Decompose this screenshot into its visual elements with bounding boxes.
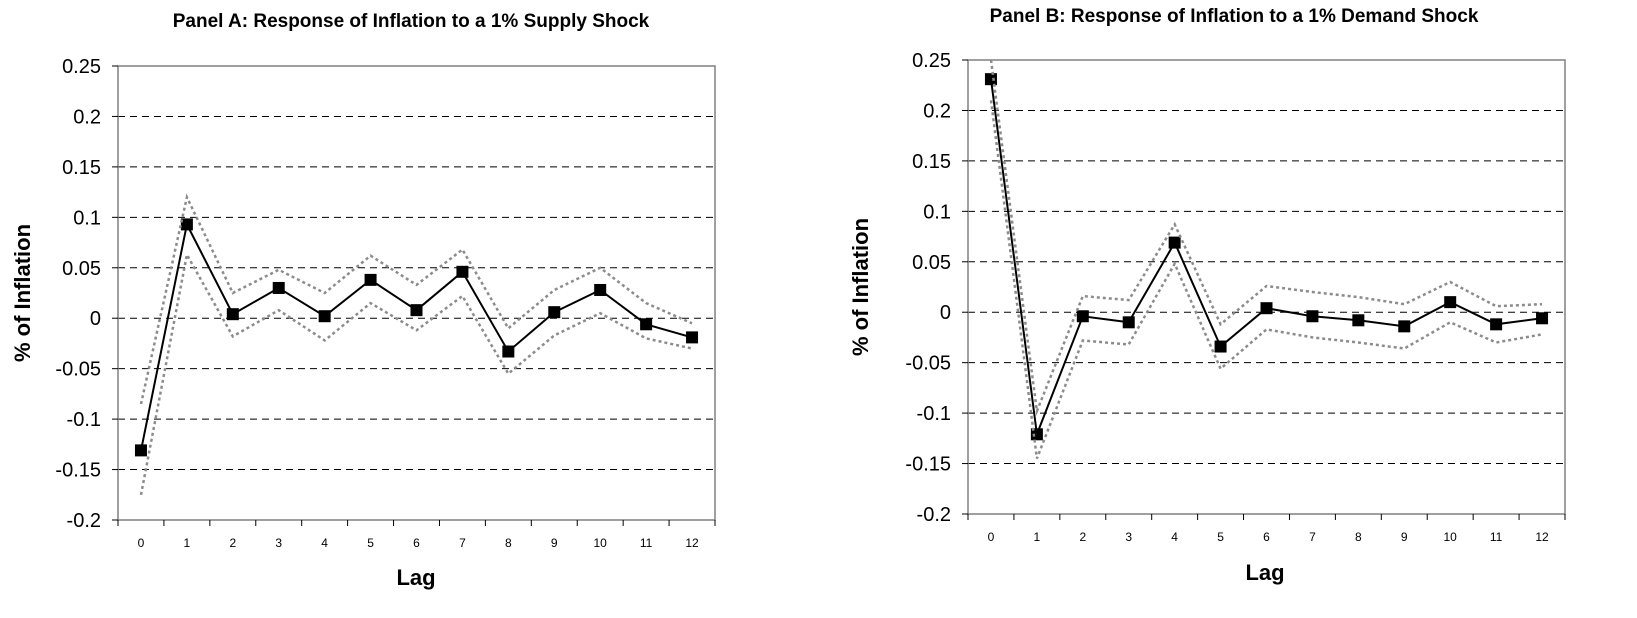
panel-b-ylabel: % of Inflation bbox=[848, 218, 873, 356]
panel-a-ytick-label: 0.25 bbox=[62, 56, 101, 78]
panel-b-response-point bbox=[1444, 296, 1457, 309]
panel-a-response-point bbox=[686, 331, 699, 344]
panel-a-xtick-label: 12 bbox=[685, 536, 699, 550]
panel-a-response-point bbox=[318, 310, 331, 323]
panel-a-response-point bbox=[548, 306, 561, 319]
panel-b-xtick-label: 8 bbox=[1355, 530, 1362, 544]
panel-a-response-point bbox=[134, 444, 147, 457]
panel-a-title: Panel A: Response of Inflation to a 1% S… bbox=[173, 11, 650, 32]
panel-a-xtick-label: 7 bbox=[459, 536, 466, 550]
panel-b-response-point bbox=[1030, 428, 1043, 441]
panel-b-ytick-label: -0.2 bbox=[917, 504, 951, 526]
panel-a-xtick-label: 3 bbox=[275, 536, 282, 550]
panel-b-xtick-label: 9 bbox=[1401, 530, 1408, 544]
panel-a-xtick-label: 2 bbox=[229, 536, 236, 550]
panel-a-ytick-label: 0.15 bbox=[62, 157, 101, 179]
panel-b-ytick-label: 0.25 bbox=[912, 50, 951, 72]
panel-b-xtick-label: 3 bbox=[1125, 530, 1132, 544]
panel-b-response-point bbox=[1398, 320, 1411, 333]
panel-a-ytick-label: 0.2 bbox=[73, 106, 101, 128]
panel-a-upper-band-line bbox=[139, 193, 693, 405]
panel-a-response-point bbox=[594, 283, 607, 296]
panel-b-xtick-label: 12 bbox=[1535, 530, 1549, 544]
panel-b-ytick-label: 0.2 bbox=[923, 100, 951, 122]
panel-b-response-point bbox=[1536, 312, 1549, 325]
panel-b-plot-frame bbox=[967, 59, 1566, 515]
panel-b-xtick-label: 2 bbox=[1079, 530, 1086, 544]
panel-b-response-point bbox=[1214, 340, 1227, 353]
panel-b-response-point bbox=[1122, 316, 1135, 329]
panel-b-response-point bbox=[1076, 310, 1089, 323]
panel-a-ytick-label: 0.1 bbox=[73, 207, 101, 229]
panel-b-title: Panel B: Response of Inflation to a 1% D… bbox=[990, 6, 1479, 27]
panel-a-ytick-label: -0.2 bbox=[67, 510, 101, 532]
panel-b-xtick-label: 4 bbox=[1171, 530, 1178, 544]
panel-a-chart: Panel A: Response of Inflation to a 1% S… bbox=[10, 11, 716, 590]
panel-b-xlabel: Lag bbox=[1245, 560, 1284, 585]
panel-a-xtick-label: 0 bbox=[138, 536, 145, 550]
panel-a-xtick-label: 8 bbox=[505, 536, 512, 550]
panel-b-response-point bbox=[1490, 318, 1503, 331]
panel-b-response-point bbox=[1260, 302, 1273, 315]
panel-a-ytick-label: -0.05 bbox=[55, 359, 101, 381]
panel-b-ytick-label: 0.05 bbox=[912, 252, 951, 274]
panel-a-response-point bbox=[226, 308, 239, 321]
panel-a-response-point bbox=[364, 273, 377, 286]
panel-a-xlabel: Lag bbox=[396, 565, 435, 590]
panel-a-xtick-label: 6 bbox=[413, 536, 420, 550]
panel-a-xtick-label: 11 bbox=[640, 536, 653, 550]
panel-a-ytick-label: 0.05 bbox=[62, 258, 101, 280]
panel-b-ytick-label: -0.15 bbox=[905, 454, 951, 476]
panel-a-response-line bbox=[140, 221, 693, 451]
panel-b-ytick-label: -0.05 bbox=[905, 353, 951, 375]
panel-b-xtick-label: 5 bbox=[1217, 530, 1224, 544]
panel-b-ytick-label: 0 bbox=[940, 302, 951, 324]
panel-a-xtick-label: 5 bbox=[367, 536, 374, 550]
panel-b-chart: Panel B: Response of Inflation to a 1% D… bbox=[848, 6, 1566, 585]
panel-a-response-point bbox=[272, 281, 285, 294]
panel-b-upper-band-line bbox=[989, 59, 1543, 417]
panel-a-ylabel: % of Inflation bbox=[10, 224, 35, 362]
panel-a-lower-band-line bbox=[139, 251, 693, 496]
panel-b-response-point bbox=[1168, 236, 1181, 249]
panel-b-xtick-label: 10 bbox=[1444, 530, 1458, 544]
panel-a-xtick-label: 4 bbox=[321, 536, 328, 550]
panel-a-response-point bbox=[640, 318, 653, 331]
panel-b-xtick-label: 1 bbox=[1034, 530, 1041, 544]
panel-b-response-point bbox=[984, 73, 997, 86]
panel-b-ytick-label: -0.1 bbox=[917, 403, 951, 425]
panel-b-ytick-label: 0.1 bbox=[923, 201, 951, 223]
panel-b-lower-band-line bbox=[989, 100, 1543, 459]
panel-a-response-point bbox=[410, 304, 423, 317]
panel-b-ytick-label: 0.15 bbox=[912, 151, 951, 173]
panel-b-response-point bbox=[1306, 310, 1319, 323]
panel-a-xtick-label: 10 bbox=[594, 536, 608, 550]
panel-a-ytick-label: 0 bbox=[90, 308, 101, 330]
panel-b-xtick-label: 11 bbox=[1490, 530, 1503, 544]
panel-b-response-point bbox=[1352, 314, 1365, 327]
panel-b-xtick-label: 6 bbox=[1263, 530, 1270, 544]
panel-b-xtick-label: 7 bbox=[1309, 530, 1316, 544]
panel-a-ytick-label: -0.1 bbox=[67, 409, 101, 431]
panel-b-response-line bbox=[990, 79, 1543, 435]
panel-a-plot-frame bbox=[117, 65, 716, 521]
panel-a-ytick-label: -0.15 bbox=[55, 460, 101, 482]
panel-a-response-point bbox=[180, 218, 193, 231]
panel-a-response-point bbox=[456, 265, 469, 278]
panel-b-xtick-label: 0 bbox=[988, 530, 995, 544]
panel-a-response-point bbox=[502, 345, 515, 358]
panel-a-xtick-label: 9 bbox=[551, 536, 558, 550]
panel-a-xtick-label: 1 bbox=[184, 536, 191, 550]
